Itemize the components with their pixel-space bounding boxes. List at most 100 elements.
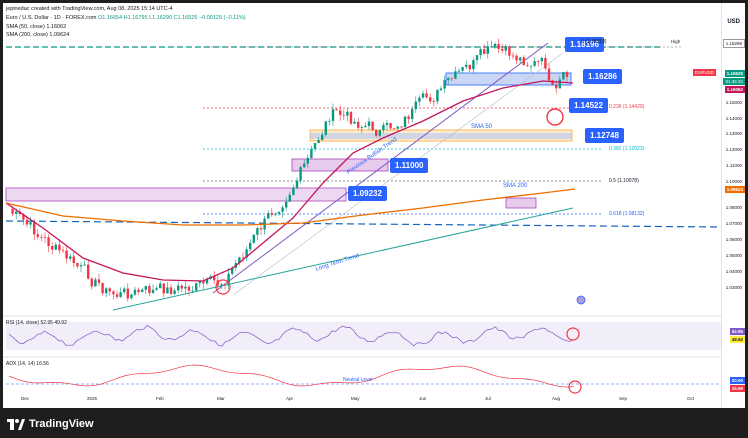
price-axis-tick: 1.14000 [725,116,742,121]
candle-body [187,286,191,291]
candle-body [191,290,194,292]
candle-body [360,127,363,128]
candle-body [281,207,284,212]
time-axis-tick: Mar [217,396,225,401]
candle-body [220,284,223,286]
candle-body [497,44,500,49]
candle-body [288,194,291,202]
candle-body [515,55,518,61]
candle-body [411,109,414,120]
candle-body [223,284,227,286]
adx-legend[interactable]: ADX (14, 14) 16.56 [6,361,49,367]
candle-body [130,294,133,299]
candle-body [331,109,335,121]
tradingview-logo[interactable]: TradingView [7,418,94,430]
candle-body [393,128,396,130]
candle-body [256,228,259,235]
price-tag-2[interactable]: 1.16286 [583,69,622,84]
pink-zone-mid [291,158,389,172]
price-axis-tick: 1.11000 [726,163,742,168]
time-axis-tick: Dec [21,396,30,401]
price-axis-tick: 1.10000 [725,179,742,184]
candle-body [274,213,277,215]
candle-body [537,61,540,62]
candle-body [108,288,111,292]
candle-body [36,234,39,237]
time-axis-tick: Aug [552,396,561,401]
sma200-annotation[interactable]: SMA 200 [503,183,528,189]
fib-382-label: 0.382 (1.12023) [609,146,645,152]
price-tag-6[interactable]: 1.09232 [348,186,387,201]
candle-body [25,219,29,225]
sma50-value-tag: 1.16062 [724,86,745,93]
candle-body [486,46,489,54]
candle-body [252,234,255,243]
price-chart[interactable] [3,3,745,408]
candle-body [479,49,482,56]
candle-body [90,278,93,287]
candle-body [547,68,551,81]
price-axis[interactable]: USD 1.170001.150001.140001.130001.120001… [721,3,745,408]
candle-body [277,211,281,214]
adx-value-tag-1: 20.00 [729,377,745,384]
candle-body [432,101,435,103]
adx-value-tag-2: 16.56 [729,385,745,392]
candle-body [65,250,68,259]
price-tag-4[interactable]: 1.12748 [585,128,624,143]
candle-body [544,57,547,69]
candle-body [270,213,273,215]
candle-body [457,70,461,72]
time-axis-tick: Feb [156,396,164,401]
candle-body [198,281,201,284]
candle-body [346,111,349,116]
candle-body [565,71,569,77]
neutral-level-annotation[interactable]: Neutral Level [343,377,373,383]
rsi-legend[interactable]: RSI (14, close) 52.95 49.92 [6,320,67,326]
rsi-band [6,322,721,350]
candle-body [87,264,90,279]
candle-body [162,283,165,294]
price-tag-3[interactable]: 1.14522 [569,98,608,113]
candle-body [133,289,137,295]
candle-body [529,65,533,67]
price-axis-tick: 1.04000 [725,269,742,274]
candle-body [461,67,464,71]
candle-body [303,163,306,168]
candle-body [562,71,565,80]
sma200-zone [505,197,537,209]
candle-body [295,180,299,188]
price-tag-1[interactable]: 1.18196 [565,37,604,52]
candle-body [382,124,385,131]
candle-body [151,289,155,294]
candle-body [389,123,392,129]
candle-body [371,121,374,131]
candle-body [443,80,446,89]
candle-body [155,288,158,290]
price-tag-5[interactable]: 1.11000 [390,158,429,173]
candle-body [29,222,32,225]
candle-body [177,285,180,291]
candle-body [468,64,471,70]
symbol-name[interactable]: Euro / U.S. Dollar · 1D · FOREX.com [6,15,97,21]
candle-body [123,288,126,293]
candle-body [321,134,324,141]
sma50-legend[interactable]: SMA (50, close) 1.16062 [6,24,67,30]
candle-body [400,126,403,128]
time-axis-tick: Jun [419,396,427,401]
event-marker [576,295,586,305]
candle-body [439,88,443,90]
candle-body [184,286,187,289]
candle-body [558,79,561,89]
candle-body [313,143,317,149]
support-zone-blue [310,133,572,139]
candle-body [403,116,407,127]
time-axis-tick: May [351,396,360,401]
chart-area[interactable]: jepinedac created with TradingView.com, … [3,3,745,408]
candle-body [205,278,209,284]
sma50-annotation[interactable]: SMA 50 [471,124,493,130]
time-axis-tick: 2025 [87,396,98,401]
candle-body [245,249,248,258]
candle-body [285,201,288,208]
candle-body [364,125,367,128]
sma200-legend[interactable]: SMA (200, close) 1.09624 [6,32,70,38]
